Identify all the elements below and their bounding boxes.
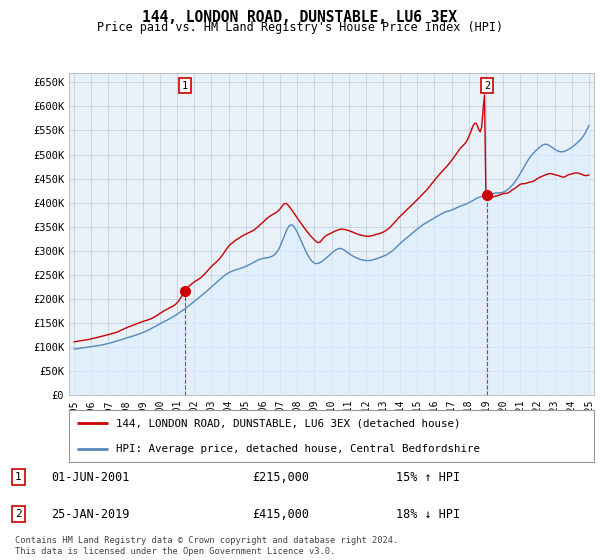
Text: 25-JAN-2019: 25-JAN-2019 (51, 507, 130, 521)
Text: 1: 1 (15, 472, 22, 482)
Text: 15% ↑ HPI: 15% ↑ HPI (396, 470, 460, 484)
Text: 01-JUN-2001: 01-JUN-2001 (51, 470, 130, 484)
Text: HPI: Average price, detached house, Central Bedfordshire: HPI: Average price, detached house, Cent… (116, 444, 480, 454)
Text: 144, LONDON ROAD, DUNSTABLE, LU6 3EX (detached house): 144, LONDON ROAD, DUNSTABLE, LU6 3EX (de… (116, 418, 461, 428)
Text: 144, LONDON ROAD, DUNSTABLE, LU6 3EX: 144, LONDON ROAD, DUNSTABLE, LU6 3EX (143, 10, 458, 25)
Text: Price paid vs. HM Land Registry's House Price Index (HPI): Price paid vs. HM Land Registry's House … (97, 21, 503, 34)
Text: 2: 2 (484, 81, 490, 91)
Text: Contains HM Land Registry data © Crown copyright and database right 2024.
This d: Contains HM Land Registry data © Crown c… (15, 536, 398, 556)
Text: 1: 1 (182, 81, 188, 91)
Text: £215,000: £215,000 (252, 470, 309, 484)
Text: £415,000: £415,000 (252, 507, 309, 521)
Text: 2: 2 (15, 509, 22, 519)
Text: 18% ↓ HPI: 18% ↓ HPI (396, 507, 460, 521)
